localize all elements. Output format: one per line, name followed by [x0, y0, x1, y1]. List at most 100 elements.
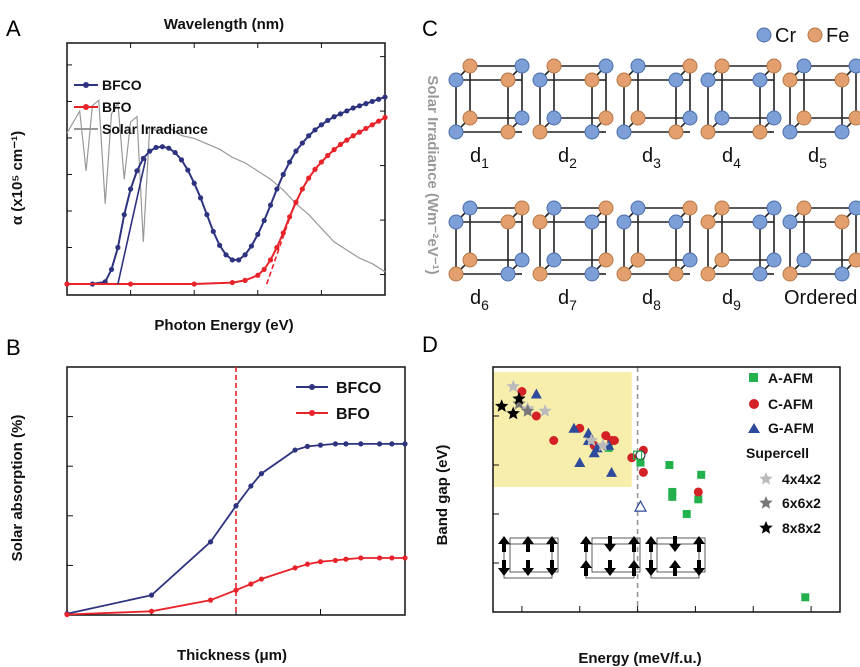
legend-marker-6x6x2: [759, 496, 773, 509]
data-point-bfo: [369, 122, 375, 128]
fe-atom: [682, 58, 698, 74]
data-point-a-afm: [694, 495, 703, 504]
data-point-a-afm: [668, 492, 677, 501]
data-point-4x4x2: [506, 379, 520, 393]
band-edge-tangent-line: [265, 199, 297, 285]
fe-atom: [514, 200, 530, 216]
cr-atom: [834, 266, 850, 282]
data-point-bfco: [217, 242, 223, 248]
cr-atom: [752, 266, 768, 282]
cr-atom: [796, 252, 812, 268]
fe-atom: [714, 252, 730, 268]
fe-atom: [532, 214, 548, 230]
data-point-bfco: [402, 441, 408, 447]
data-point-bfo: [344, 137, 350, 143]
data-point-c-afm: [531, 411, 541, 421]
panel-d-band-gap-chart: Energy (meV/f.u.) Band gap (eV) A-AFM C-…: [434, 366, 841, 667]
panel-d-x-axis-label: Energy (meV/f.u.): [578, 650, 701, 667]
data-point-g-afm: [606, 466, 618, 477]
fe-atom: [500, 214, 516, 230]
structure-label-subscript: 8: [653, 297, 661, 313]
structure-label-base: d: [558, 145, 569, 167]
data-point-c-afm: [627, 453, 637, 463]
data-point-bfo: [128, 281, 134, 287]
structure-cell-d2: d2: [532, 58, 614, 171]
cr-atom: [448, 72, 464, 88]
data-point-bfco: [317, 442, 324, 448]
fe-atom: [834, 214, 850, 230]
data-point-bfco: [248, 243, 255, 249]
cr-atom: [584, 124, 600, 140]
fe-atom: [500, 72, 516, 88]
structure-label: d7: [558, 287, 577, 313]
structure-label-base: d: [642, 145, 653, 167]
structure-cell-ordered: Ordered: [782, 200, 860, 309]
fe-atom: [630, 110, 646, 126]
structure-cell-d4: d4: [700, 58, 782, 171]
data-point-c-afm: [549, 436, 559, 445]
data-point-bfco: [166, 145, 172, 151]
cr-atom: [796, 58, 812, 74]
data-point-g-afm: [574, 457, 586, 468]
data-point-bfo: [64, 611, 70, 618]
data-point-bfco: [304, 443, 311, 449]
structure-cell-d8: d8: [616, 200, 698, 313]
panel-b-x-axis-label: Thickness (μm): [177, 647, 287, 664]
cr-atom: [668, 214, 684, 230]
data-point-bfco: [134, 168, 140, 174]
panel-a-y2-axis-label: Solar Irradiance (Wm⁻²eV⁻¹): [424, 75, 441, 274]
legend-marker-4x4x2: [759, 472, 773, 485]
structure-label-subscript: 3: [653, 155, 661, 171]
data-point-bfco: [292, 447, 298, 453]
data-point-bfco: [248, 483, 254, 489]
structure-label: d4: [722, 145, 741, 171]
spin-up-arrow: [580, 560, 592, 576]
structure-label-base: d: [470, 287, 481, 309]
legend-label-6x6x2: 6x6x2: [782, 495, 821, 511]
data-point-bfco: [261, 217, 267, 224]
panel-b-solar-absorption-chart: Thickness (μm) Solar absorption (%) BFCO…: [9, 366, 408, 664]
data-point-bfo: [64, 281, 70, 287]
spin-inset-a: [498, 536, 559, 579]
data-point-bfco: [274, 186, 280, 192]
fe-atom: [598, 252, 614, 268]
structure-cell-d5: d5: [782, 58, 860, 171]
fe-atom: [546, 58, 562, 74]
legend-label-bfco: BFCO: [102, 77, 142, 93]
panel-letter-b: B: [6, 335, 21, 360]
structure-label-subscript: 9: [733, 297, 741, 313]
panel-d-y-axis-label: Band gap (eV): [434, 445, 451, 546]
data-point-bfco: [331, 114, 337, 120]
cr-atom: [598, 58, 614, 74]
fe-atom: [616, 266, 632, 282]
data-point-bfco: [287, 159, 293, 165]
fe-atom: [782, 72, 798, 88]
structure-label-subscript: 7: [569, 297, 577, 313]
legend-label-solar: Solar Irradiance: [102, 121, 208, 137]
spin-down-arrow: [604, 536, 616, 552]
structure-label: d9: [722, 287, 741, 313]
data-point-bfco: [236, 257, 242, 263]
fe-atom: [462, 110, 478, 126]
data-point-bfo: [389, 555, 395, 561]
data-point-bfo: [293, 199, 299, 205]
panel-b-legend: BFCO BFO: [296, 380, 381, 423]
panel-letter-a: A: [6, 16, 21, 41]
cr-atom: [682, 252, 698, 268]
structure-label: d6: [470, 287, 489, 313]
fe-atom: [532, 266, 548, 282]
data-point-bfco: [140, 155, 146, 162]
data-point-bfco: [153, 144, 159, 151]
data-point-bfo: [255, 272, 261, 278]
data-point-bfo: [261, 266, 267, 273]
structure-label-subscript: 4: [733, 155, 741, 171]
cr-atom: [532, 72, 548, 88]
data-point-bfco: [185, 167, 191, 173]
fe-atom: [668, 124, 684, 140]
data-point-8x8x2: [506, 406, 520, 420]
legend-marker-8x8x2: [759, 521, 773, 534]
cr-atom: [630, 200, 646, 216]
data-point-bfo: [337, 141, 344, 148]
spin-up-arrow: [522, 536, 534, 552]
structure-label: d5: [808, 145, 827, 171]
